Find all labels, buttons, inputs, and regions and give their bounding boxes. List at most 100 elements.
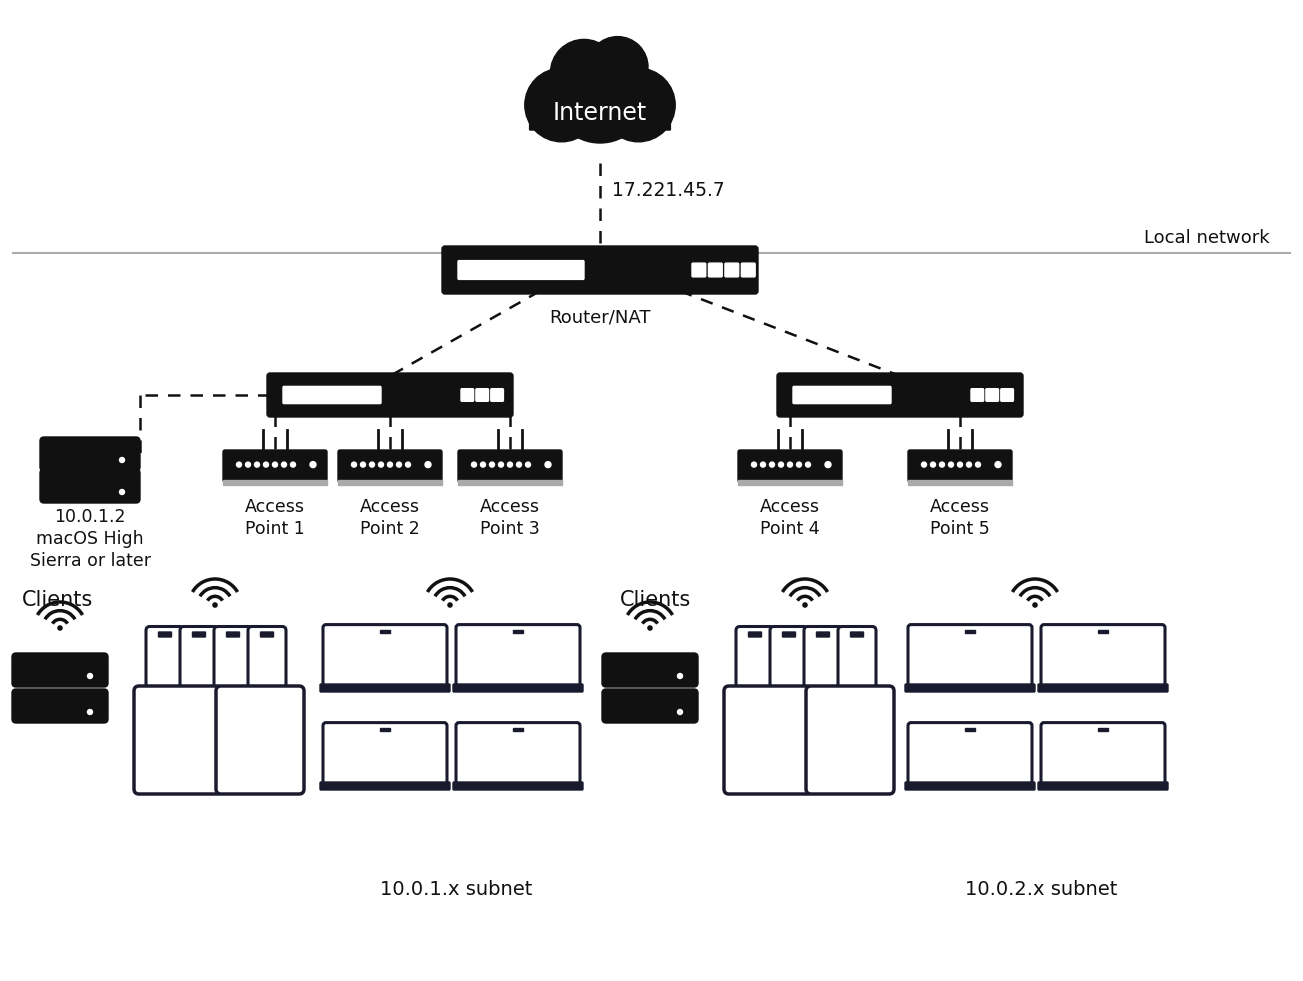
Circle shape (472, 462, 477, 467)
Circle shape (499, 462, 503, 467)
Circle shape (507, 462, 512, 467)
FancyBboxPatch shape (1041, 723, 1165, 786)
FancyBboxPatch shape (748, 632, 761, 637)
FancyBboxPatch shape (193, 632, 206, 637)
Circle shape (263, 462, 268, 467)
Circle shape (967, 462, 972, 467)
Circle shape (120, 457, 125, 462)
Circle shape (796, 462, 801, 467)
FancyBboxPatch shape (134, 686, 222, 794)
Circle shape (361, 462, 366, 467)
Bar (737, 480, 842, 485)
Text: Access
Point 5: Access Point 5 (930, 498, 990, 539)
FancyBboxPatch shape (602, 653, 698, 687)
FancyBboxPatch shape (12, 689, 108, 723)
FancyBboxPatch shape (908, 625, 1032, 688)
Circle shape (805, 462, 810, 467)
Text: Access
Point 3: Access Point 3 (480, 498, 539, 539)
Circle shape (525, 462, 530, 467)
Text: 17.221.45.7: 17.221.45.7 (612, 181, 724, 199)
FancyBboxPatch shape (323, 723, 447, 786)
FancyBboxPatch shape (227, 632, 240, 637)
Circle shape (87, 674, 93, 679)
FancyBboxPatch shape (1041, 625, 1165, 688)
Circle shape (939, 462, 945, 467)
FancyBboxPatch shape (1038, 684, 1167, 692)
Text: 10.0.1.x subnet: 10.0.1.x subnet (380, 880, 533, 899)
Circle shape (930, 462, 936, 467)
Circle shape (552, 47, 648, 143)
FancyBboxPatch shape (736, 627, 774, 690)
Circle shape (370, 462, 374, 467)
Circle shape (87, 709, 93, 714)
Circle shape (752, 462, 757, 467)
Bar (908, 480, 1012, 485)
FancyBboxPatch shape (214, 627, 251, 690)
Circle shape (291, 462, 296, 467)
Circle shape (525, 69, 598, 142)
Circle shape (448, 603, 452, 607)
FancyBboxPatch shape (12, 653, 108, 687)
Bar (457, 480, 562, 485)
FancyBboxPatch shape (457, 450, 562, 482)
Circle shape (1033, 603, 1037, 607)
FancyBboxPatch shape (1001, 388, 1014, 401)
FancyBboxPatch shape (602, 689, 698, 723)
FancyBboxPatch shape (777, 373, 1023, 417)
FancyBboxPatch shape (216, 686, 304, 794)
Text: Clients: Clients (22, 590, 94, 610)
Text: Access
Point 4: Access Point 4 (760, 498, 820, 539)
FancyBboxPatch shape (40, 469, 139, 503)
FancyBboxPatch shape (323, 625, 447, 688)
Circle shape (352, 462, 357, 467)
FancyBboxPatch shape (737, 450, 842, 482)
FancyBboxPatch shape (971, 388, 984, 401)
FancyBboxPatch shape (741, 263, 756, 277)
FancyBboxPatch shape (804, 627, 842, 690)
Circle shape (212, 603, 218, 607)
Bar (513, 630, 523, 633)
Text: Clients: Clients (620, 590, 692, 610)
Circle shape (545, 462, 551, 468)
FancyBboxPatch shape (40, 437, 139, 471)
FancyBboxPatch shape (453, 684, 582, 692)
FancyBboxPatch shape (461, 388, 473, 401)
Circle shape (602, 69, 675, 142)
Circle shape (958, 462, 963, 467)
FancyBboxPatch shape (908, 723, 1032, 786)
Text: Access
Point 1: Access Point 1 (245, 498, 305, 539)
Circle shape (57, 626, 63, 630)
Circle shape (120, 490, 125, 494)
Circle shape (778, 462, 783, 467)
FancyBboxPatch shape (906, 684, 1035, 692)
Circle shape (310, 462, 317, 468)
FancyBboxPatch shape (817, 632, 830, 637)
FancyBboxPatch shape (476, 388, 489, 401)
FancyBboxPatch shape (337, 450, 442, 482)
Text: 10.0.1.2
macOS High
Sierra or later: 10.0.1.2 macOS High Sierra or later (30, 508, 151, 570)
Circle shape (921, 462, 926, 467)
Circle shape (787, 462, 792, 467)
Bar (380, 728, 390, 731)
FancyBboxPatch shape (1038, 782, 1167, 790)
FancyBboxPatch shape (267, 373, 513, 417)
FancyBboxPatch shape (283, 387, 380, 403)
FancyBboxPatch shape (770, 627, 808, 690)
Text: 10.0.2.x subnet: 10.0.2.x subnet (966, 880, 1118, 899)
Circle shape (678, 709, 683, 714)
FancyBboxPatch shape (906, 782, 1035, 790)
Circle shape (481, 462, 486, 467)
Text: Access
Point 2: Access Point 2 (360, 498, 420, 539)
FancyBboxPatch shape (709, 263, 722, 277)
FancyBboxPatch shape (491, 388, 503, 401)
Circle shape (648, 626, 652, 630)
Bar (380, 630, 390, 633)
Circle shape (281, 462, 287, 467)
Bar (1098, 630, 1108, 633)
Circle shape (237, 462, 241, 467)
Circle shape (396, 462, 401, 467)
Circle shape (387, 462, 392, 467)
FancyBboxPatch shape (180, 627, 218, 690)
Circle shape (678, 674, 683, 679)
FancyBboxPatch shape (456, 625, 580, 688)
